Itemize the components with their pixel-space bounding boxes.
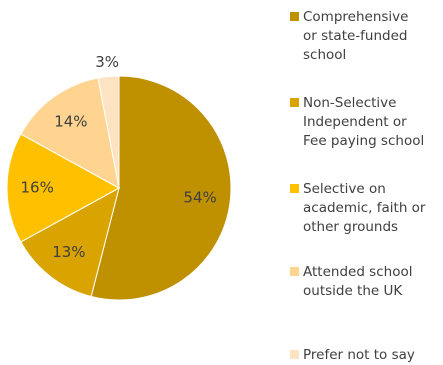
legend-item-3: Attended school outside the UK (290, 263, 443, 301)
slice-label-2: 16% (21, 179, 54, 197)
pie-slice-3 (20, 77, 120, 189)
pie-slice-1 (20, 187, 120, 298)
pie-slice-4 (97, 75, 120, 189)
pie-slice-0 (90, 75, 232, 301)
legend-label-1: Non-Selective Independent or Fee paying … (303, 95, 425, 149)
legend-swatch-4 (290, 350, 299, 359)
legend-label-0: Comprehensive or state-funded school (303, 9, 409, 63)
slice-label-0: 54% (183, 189, 216, 207)
legend-label-2: Selective on academic, faith or other gr… (303, 181, 426, 235)
legend-swatch-0 (290, 12, 299, 21)
slice-label-4: 3% (95, 53, 119, 71)
legend-item-0: Comprehensive or state-funded school (290, 8, 443, 65)
slice-label-3: 14% (54, 112, 87, 130)
slice-label-1: 13% (52, 243, 85, 261)
legend-item-2: Selective on academic, faith or other gr… (290, 180, 443, 237)
legend-swatch-2 (290, 184, 299, 193)
legend-label-3: Attended school outside the UK (303, 264, 413, 299)
legend-item-1: Non-Selective Independent or Fee paying … (290, 94, 443, 151)
legend-swatch-1 (290, 98, 299, 107)
pie-slice-2 (6, 133, 121, 243)
legend-swatch-3 (290, 267, 299, 276)
legend-label-4: Prefer not to say (303, 347, 415, 363)
legend-item-4: Prefer not to say (290, 346, 443, 365)
